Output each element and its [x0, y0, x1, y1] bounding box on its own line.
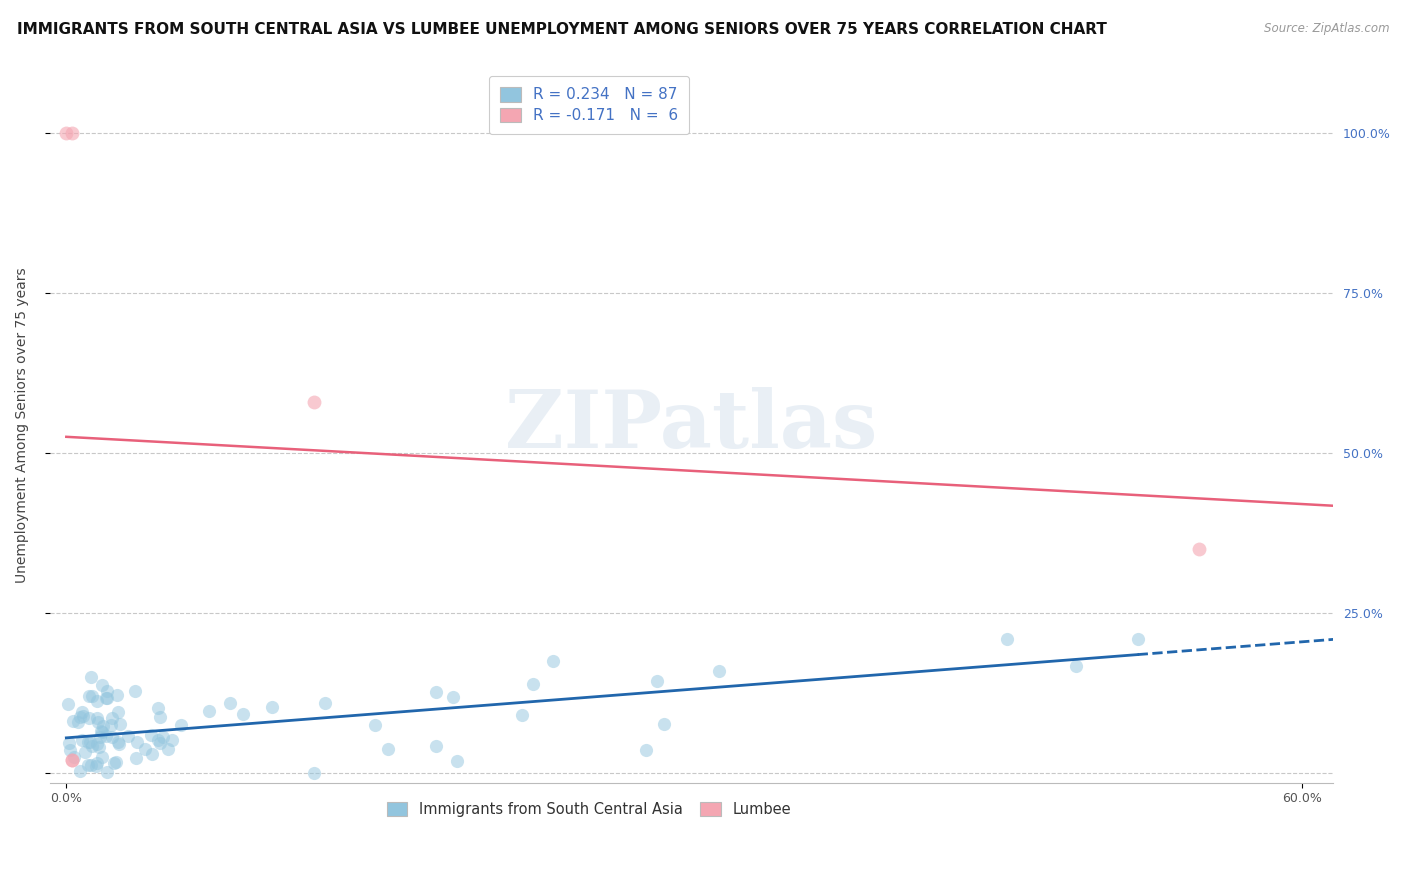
Point — [260, 700, 283, 714]
Point — [101, 710, 124, 724]
Point — [302, 394, 325, 409]
Point — [96, 764, 118, 779]
Point — [141, 728, 163, 742]
Point — [425, 739, 447, 753]
Point — [169, 717, 191, 731]
Point — [104, 755, 127, 769]
Point — [157, 742, 180, 756]
Point — [87, 739, 110, 754]
Point — [100, 718, 122, 732]
Point — [91, 678, 114, 692]
Point — [105, 689, 128, 703]
Point — [107, 706, 129, 720]
Point — [1188, 541, 1211, 556]
Point — [66, 715, 89, 730]
Point — [634, 743, 657, 757]
Point — [441, 690, 464, 705]
Point — [709, 665, 731, 679]
Point — [63, 750, 86, 764]
Point — [86, 737, 108, 751]
Point — [117, 729, 139, 743]
Point — [79, 670, 101, 684]
Point — [77, 757, 100, 772]
Point — [62, 753, 84, 767]
Point — [110, 717, 132, 731]
Point — [108, 738, 131, 752]
Point — [541, 654, 564, 668]
Point — [96, 729, 118, 743]
Point — [219, 696, 242, 710]
Point — [96, 690, 118, 705]
Point — [70, 732, 93, 747]
Point — [62, 753, 84, 767]
Point — [84, 759, 107, 773]
Point — [73, 745, 96, 759]
Point — [141, 747, 163, 761]
Point — [72, 708, 94, 723]
Point — [162, 732, 184, 747]
Point — [314, 696, 336, 710]
Point — [1064, 659, 1087, 673]
Point — [425, 685, 447, 699]
Point — [76, 735, 98, 749]
Point — [86, 756, 108, 770]
Point — [124, 684, 146, 698]
Point — [91, 749, 114, 764]
Point — [91, 719, 114, 733]
Y-axis label: Unemployment Among Seniors over 75 years: Unemployment Among Seniors over 75 years — [15, 268, 30, 583]
Point — [103, 756, 125, 771]
Point — [69, 764, 91, 779]
Point — [90, 724, 112, 739]
Point — [55, 126, 77, 140]
Point — [58, 736, 80, 750]
Point — [82, 739, 104, 754]
Point — [522, 677, 544, 691]
Point — [62, 126, 84, 140]
Point — [302, 766, 325, 780]
Text: ZIPatlas: ZIPatlas — [506, 386, 877, 465]
Point — [56, 697, 79, 711]
Point — [101, 730, 124, 744]
Point — [79, 690, 101, 704]
Point — [232, 706, 254, 721]
Point — [107, 735, 129, 749]
Point — [446, 754, 468, 768]
Point — [645, 674, 668, 689]
Point — [80, 758, 103, 772]
Point — [148, 701, 170, 715]
Point — [125, 735, 148, 749]
Point — [90, 723, 112, 738]
Point — [1126, 632, 1149, 646]
Point — [652, 717, 675, 731]
Point — [149, 710, 172, 724]
Point — [70, 705, 93, 719]
Point — [94, 691, 117, 706]
Point — [62, 714, 84, 728]
Point — [89, 730, 111, 744]
Text: Source: ZipAtlas.com: Source: ZipAtlas.com — [1264, 22, 1389, 36]
Point — [510, 707, 533, 722]
Point — [995, 632, 1018, 646]
Point — [134, 742, 156, 756]
Point — [87, 714, 110, 729]
Point — [96, 683, 118, 698]
Point — [86, 694, 108, 708]
Point — [152, 730, 174, 744]
Point — [86, 711, 108, 725]
Point — [80, 689, 103, 703]
Point — [197, 704, 219, 718]
Text: IMMIGRANTS FROM SOUTH CENTRAL ASIA VS LUMBEE UNEMPLOYMENT AMONG SENIORS OVER 75 : IMMIGRANTS FROM SOUTH CENTRAL ASIA VS LU… — [17, 22, 1107, 37]
Point — [149, 735, 172, 749]
Point — [363, 718, 385, 732]
Point — [77, 711, 100, 725]
Point — [69, 710, 91, 724]
Legend: Immigrants from South Central Asia, Lumbee: Immigrants from South Central Asia, Lumb… — [378, 793, 800, 825]
Point — [148, 733, 170, 747]
Point — [59, 743, 82, 757]
Point — [377, 742, 399, 756]
Point — [125, 751, 148, 765]
Point — [79, 735, 101, 749]
